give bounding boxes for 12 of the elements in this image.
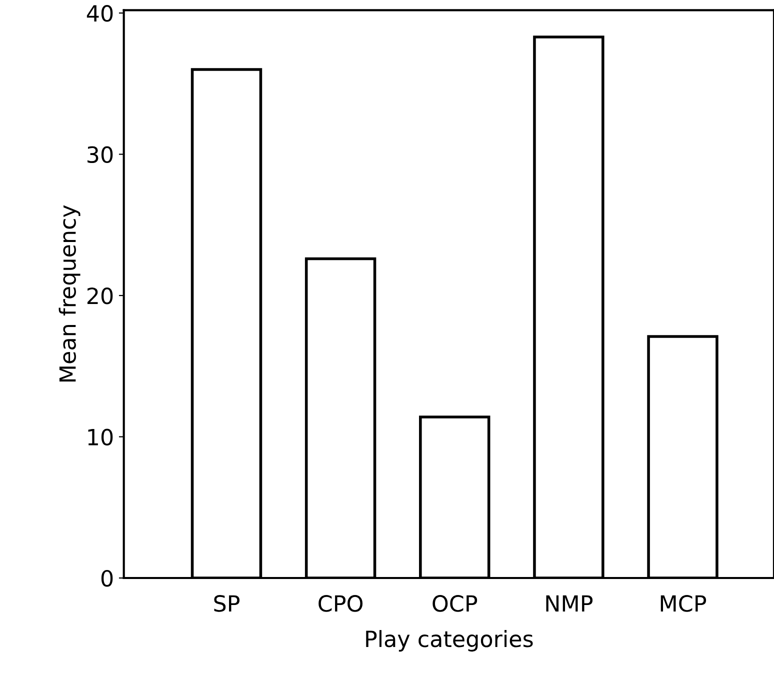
x-tick-label: OCP bbox=[432, 595, 478, 612]
y-tick-label: 0 bbox=[101, 570, 113, 587]
x-tick-label: MCP bbox=[660, 595, 706, 612]
y-tick-label: 40 bbox=[86, 4, 113, 22]
x-tick-label: NMP bbox=[546, 595, 593, 612]
x-axis-title: Play categories bbox=[366, 630, 533, 652]
y-tick-label: 10 bbox=[88, 428, 113, 446]
y-tick-label: 30 bbox=[88, 146, 113, 164]
x-tick-label: SP bbox=[214, 595, 240, 612]
y-tick-label: 20 bbox=[87, 287, 113, 304]
y-axis-title: Mean frequency bbox=[58, 205, 80, 382]
x-tick-label: CPO bbox=[318, 595, 363, 612]
